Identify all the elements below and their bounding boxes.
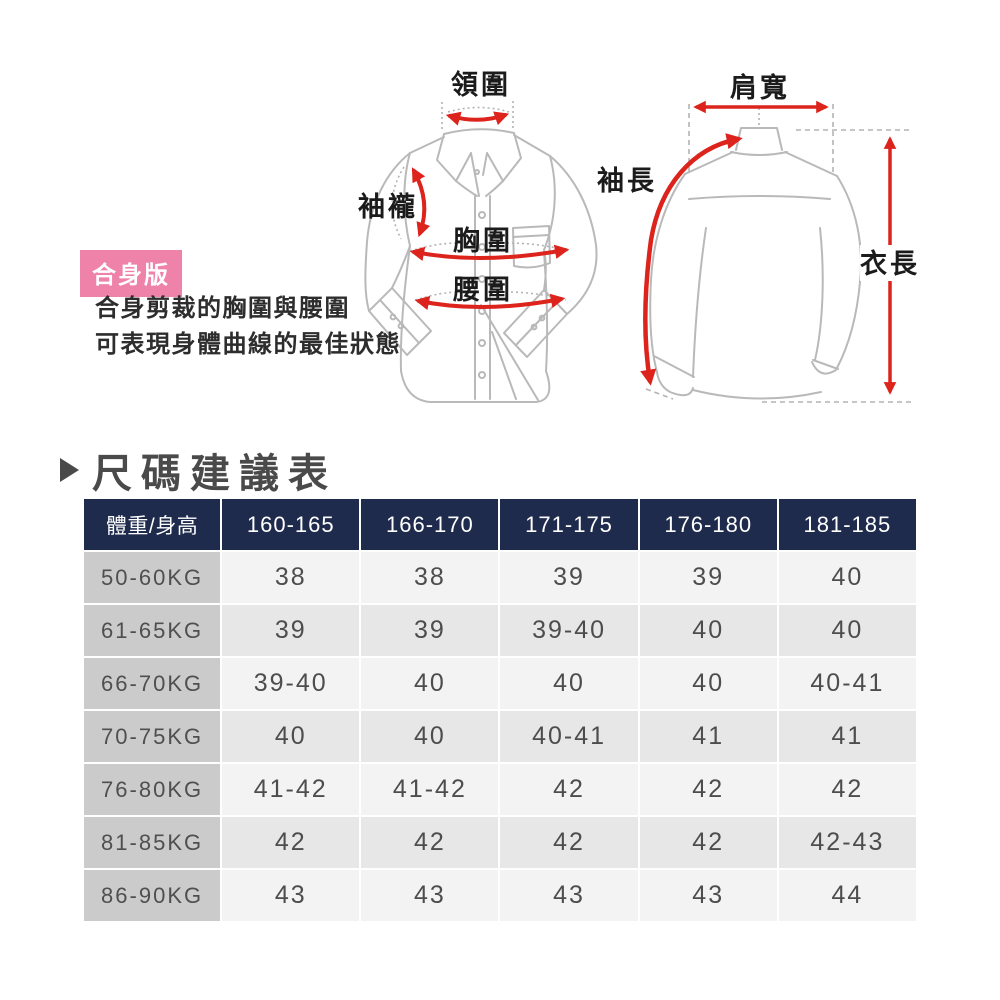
fit-description-line1: 合身剪裁的胸圍與腰圍	[95, 296, 350, 322]
section-title: 尺碼建議表	[60, 441, 337, 499]
size-cell: 44	[778, 870, 916, 921]
header-height-range: 160-165	[222, 499, 360, 550]
size-cell: 41	[778, 711, 916, 762]
size-cell: 39	[222, 605, 360, 656]
size-cell: 41-42	[222, 764, 360, 815]
size-cell: 40	[639, 605, 777, 656]
size-cell: 40	[500, 658, 638, 709]
size-cell: 42	[500, 817, 638, 868]
size-cell: 42	[639, 817, 777, 868]
size-cell: 39	[500, 552, 638, 603]
size-cell: 40	[222, 711, 360, 762]
size-cell: 40-41	[778, 658, 916, 709]
row-weight-label: 86-90KG	[84, 870, 221, 921]
sleeve-length-label: 袖長	[597, 166, 657, 196]
header-height-range: 181-185	[778, 499, 916, 550]
size-cell: 42	[778, 764, 916, 815]
header-height-range: 171-175	[500, 499, 638, 550]
size-cell: 39-40	[500, 605, 638, 656]
collar-arrow	[445, 111, 510, 126]
row-weight-label: 66-70KG	[84, 658, 221, 709]
size-cell: 38	[222, 552, 360, 603]
table-row: 66-70KG 39-40 40 40 40 40-41	[84, 658, 916, 709]
table-row: 50-60KG 38 38 39 39 40	[84, 552, 916, 603]
size-cell: 41-42	[361, 764, 499, 815]
size-cell: 42	[222, 817, 360, 868]
armhole-label: 袖襱	[358, 192, 418, 222]
row-weight-label: 61-65KG	[84, 605, 221, 656]
size-table: 體重/身高 160-165 166-170 171-175 176-180 18…	[82, 497, 918, 923]
row-weight-label: 50-60KG	[84, 552, 221, 603]
measurement-diagram: 領圍 袖襱 胸圍 腰圍 袖長 肩寬 衣長	[358, 69, 920, 403]
sleeve-length-arrow	[640, 133, 743, 386]
size-cell: 43	[222, 870, 360, 921]
waist-arrow	[414, 293, 566, 311]
size-cell: 39	[639, 552, 777, 603]
fit-description-line2: 可表現身體曲線的最佳狀態	[95, 332, 401, 358]
size-cell: 43	[639, 870, 777, 921]
size-cell: 40	[361, 658, 499, 709]
size-cell: 40	[639, 658, 777, 709]
chest-label: 胸圍	[453, 226, 513, 256]
measurement-labels: 領圍 袖襱 胸圍 腰圍 袖長 肩寬 衣長	[358, 69, 920, 305]
waist-label: 腰圍	[452, 275, 513, 305]
header-height-range: 176-180	[639, 499, 777, 550]
size-cell: 41	[639, 711, 777, 762]
label-backing	[860, 245, 920, 281]
collar-label: 領圍	[451, 69, 511, 100]
size-cell: 42	[500, 764, 638, 815]
size-cell: 43	[361, 870, 499, 921]
shoulder-width-label: 肩寬	[730, 72, 790, 103]
body-length-label: 衣長	[860, 248, 920, 279]
size-cell: 42	[361, 817, 499, 868]
size-cell: 42-43	[778, 817, 916, 868]
table-header-row: 體重/身高 160-165 166-170 171-175 176-180 18…	[84, 499, 916, 550]
fit-description: 合身剪裁的胸圍與腰圍 可表現身體曲線的最佳狀態	[95, 291, 401, 363]
row-weight-label: 81-85KG	[84, 817, 221, 868]
table-row: 86-90KG 43 43 43 43 44	[84, 870, 916, 921]
chest-arrow	[409, 244, 570, 261]
header-height-range: 166-170	[361, 499, 499, 550]
triangle-bullet-icon	[60, 458, 79, 482]
fit-badge: 合身版	[80, 250, 182, 297]
measurement-arrows	[409, 100, 897, 395]
size-cell: 39-40	[222, 658, 360, 709]
table-row: 70-75KG 40 40 40-41 41 41	[84, 711, 916, 762]
size-cell: 39	[361, 605, 499, 656]
size-cell: 40-41	[500, 711, 638, 762]
header-weight-height: 體重/身高	[84, 499, 221, 550]
row-weight-label: 76-80KG	[84, 764, 221, 815]
table-row: 61-65KG 39 39 39-40 40 40	[84, 605, 916, 656]
armhole-arrow	[411, 167, 431, 238]
size-cell: 40	[778, 605, 916, 656]
size-cell: 42	[639, 764, 777, 815]
table-row: 76-80KG 41-42 41-42 42 42 42	[84, 764, 916, 815]
size-cell: 40	[778, 552, 916, 603]
table-row: 81-85KG 42 42 42 42 42-43	[84, 817, 916, 868]
size-cell: 38	[361, 552, 499, 603]
row-weight-label: 70-75KG	[84, 711, 221, 762]
size-table-title: 尺碼建議表	[92, 451, 337, 496]
size-cell: 43	[500, 870, 638, 921]
size-cell: 40	[361, 711, 499, 762]
